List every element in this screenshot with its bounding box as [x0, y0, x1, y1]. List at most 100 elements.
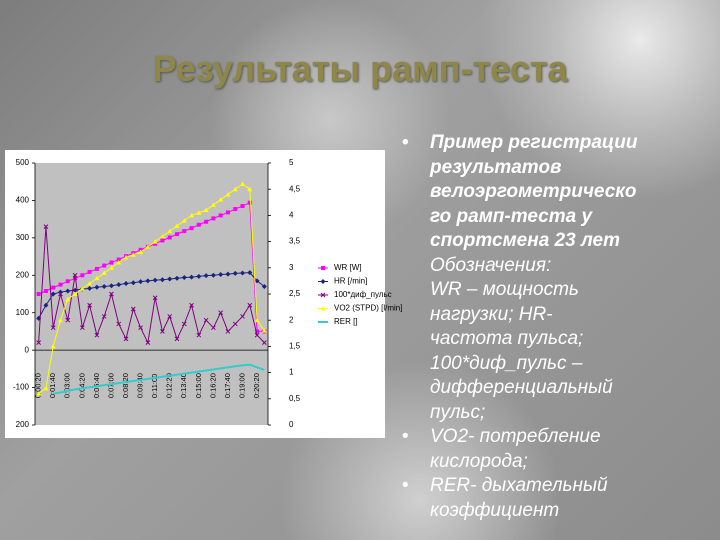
bullet-line: Обозначения: — [430, 254, 552, 276]
bullet-line: результатов — [430, 156, 562, 178]
point — [145, 278, 151, 284]
point — [108, 283, 114, 289]
bullet-line: дифференциальный — [430, 377, 613, 398]
point — [203, 207, 209, 213]
point — [43, 224, 49, 229]
x-tick-label: 0:16:20 — [208, 373, 217, 398]
point — [36, 340, 41, 346]
slide-title: Результаты рамп-теста — [152, 48, 568, 89]
x-tick-label: 0:20:20 — [252, 373, 261, 398]
bullet-item: Пример регистрации результатов велоэргомет… — [400, 131, 715, 254]
point — [321, 266, 325, 270]
bullet-line: Пример регистрации — [430, 132, 638, 153]
point — [116, 282, 122, 288]
point — [116, 321, 122, 327]
point — [204, 219, 209, 224]
point — [240, 270, 246, 276]
x-tick-label: 0:12:20 — [165, 373, 174, 398]
x-tick-label: 0:07:00 — [106, 373, 115, 398]
point — [94, 275, 100, 281]
x-tick-label: 0:01:40 — [48, 373, 57, 398]
bullet-line: пульс; — [430, 401, 486, 423]
y2-tick-label: 3,5 — [289, 237, 301, 246]
point — [254, 317, 260, 323]
point — [225, 210, 230, 215]
point — [247, 186, 253, 192]
point — [94, 266, 99, 271]
point — [50, 343, 56, 349]
point — [254, 278, 260, 284]
point — [320, 306, 326, 311]
point — [101, 314, 107, 319]
point — [254, 332, 260, 338]
point — [225, 271, 231, 277]
point — [174, 232, 179, 237]
point — [320, 292, 326, 298]
bullet-item: VO2- потребление кислорода; — [400, 425, 715, 474]
x-tick-label: 0:08:20 — [121, 373, 130, 398]
point — [65, 317, 71, 323]
point — [123, 281, 129, 287]
point — [130, 280, 136, 286]
point — [79, 286, 85, 291]
point — [145, 340, 151, 346]
x-tick-label: 0:15:00 — [194, 373, 203, 398]
point — [50, 325, 56, 331]
x-tick-label: 0:09:40 — [136, 373, 145, 398]
bullet-line: спортсмена 23 лет — [430, 230, 620, 251]
point — [181, 218, 187, 223]
x-tick-label: 0:13:40 — [179, 373, 188, 398]
point — [203, 317, 209, 323]
bullet-line: кислорода; — [430, 450, 528, 472]
point — [36, 292, 41, 296]
legend-label: WR [W] — [334, 263, 362, 272]
point — [196, 332, 202, 338]
point — [72, 291, 78, 296]
point — [240, 204, 245, 209]
point — [167, 276, 173, 282]
point — [36, 391, 42, 396]
y-tick-label: 500 — [16, 158, 30, 167]
point — [232, 270, 238, 276]
point — [189, 302, 194, 308]
point — [145, 244, 151, 249]
y-tick-label: 200 — [16, 270, 30, 279]
point — [101, 284, 107, 290]
point — [225, 329, 231, 334]
point — [167, 235, 172, 240]
bullet-line: коэффициент — [430, 499, 560, 521]
point — [261, 328, 267, 333]
point — [116, 257, 121, 262]
y-tick-label: 100 — [16, 308, 30, 317]
point — [87, 281, 93, 286]
y2-tick-label: 4,5 — [289, 184, 301, 193]
point — [320, 279, 326, 284]
bullet-line: VO2- потребление — [430, 426, 601, 447]
point — [65, 288, 71, 294]
series-line — [53, 363, 265, 395]
y-tick-label: -100 — [13, 383, 30, 392]
point — [255, 329, 260, 334]
point — [160, 329, 165, 334]
point — [116, 260, 122, 265]
point — [240, 181, 246, 186]
point — [101, 270, 107, 276]
point — [58, 291, 63, 297]
bullet-list: Пример регистрации результатов велоэргомет… — [400, 131, 715, 523]
bullet-line: RER- дыхательный — [430, 475, 608, 496]
x-tick-label: 0:19:00 — [238, 373, 247, 398]
point — [58, 282, 63, 287]
point — [138, 325, 143, 331]
point — [130, 306, 136, 312]
point — [87, 269, 92, 274]
point — [160, 238, 165, 243]
point — [72, 287, 78, 293]
bullet-line: частота пульса; — [430, 328, 584, 349]
point — [108, 265, 114, 270]
point — [130, 252, 136, 257]
chart: 200 -100 0 100 200 300 400 500 0 0,5 1 1,5 2 2,5 3 3,5 4… — [12, 158, 403, 430]
y2-tick-label: 2,5 — [289, 289, 301, 298]
point — [218, 310, 224, 316]
point — [210, 202, 216, 207]
